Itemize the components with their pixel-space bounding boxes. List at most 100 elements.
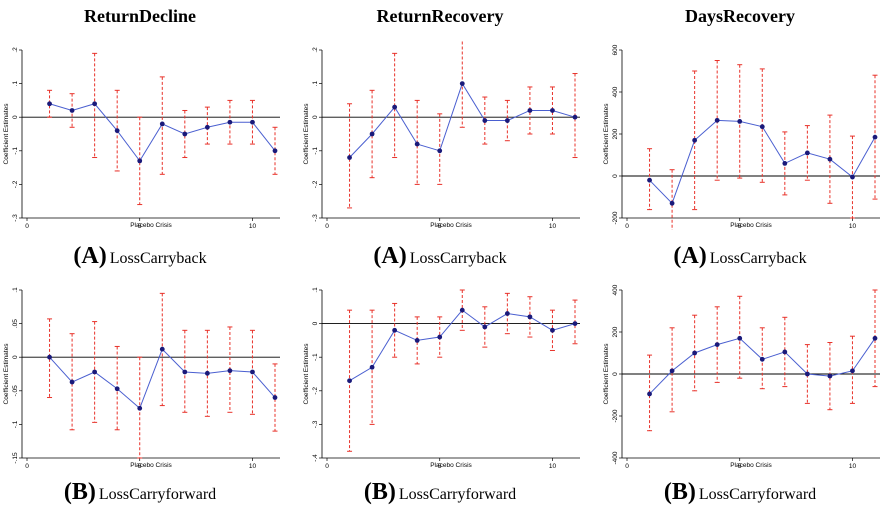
y-axis-label: Coefficient Estimates: [303, 343, 310, 405]
estimate-point: [347, 378, 352, 384]
x-tick-label: 5: [738, 463, 742, 470]
y-tick-label: 0: [612, 174, 619, 178]
y-tick-label: 0: [612, 372, 619, 376]
x-axis-label: Placebo Crisis: [430, 462, 472, 469]
y-tick-label: 200: [612, 326, 619, 337]
estimate-point: [437, 148, 443, 154]
x-tick-label: 10: [249, 463, 257, 470]
chart-svg: -400 -200 0 200 400 0 5 10 Placebo Crisis Coeffic…: [603, 284, 880, 470]
estimate-point: [647, 391, 652, 397]
estimate-point: [414, 338, 420, 343]
caption-text: LossCarryforward: [98, 486, 217, 503]
x-axis-label: Placebo Crisis: [130, 462, 172, 469]
estimate-point: [182, 369, 188, 375]
y-tick-label: 0: [312, 115, 319, 119]
estimate-point: [182, 131, 188, 137]
estimate-point: [369, 131, 375, 137]
x-axis-label: Placebo Crisis: [430, 222, 472, 229]
estimate-point: [714, 342, 720, 347]
x-tick-label: 10: [549, 223, 557, 230]
caption-b-col1: (B) LossCarryforward: [0, 479, 280, 506]
estimate-point: [137, 158, 143, 164]
y-tick-label: -200: [612, 211, 619, 224]
estimate-point: [392, 327, 398, 333]
x-tick-label: 5: [138, 223, 142, 230]
chart-panel-b-return-recovery: -.4 -.3 -.2 -.1 0 .1 0 5 10 Placebo Crisis Coeffic…: [300, 280, 586, 470]
y-tick-label: .2: [12, 47, 19, 53]
y-tick-label: .1: [312, 81, 319, 87]
estimate-point: [347, 155, 352, 160]
caption-b-col3: (B) LossCarryforward: [600, 479, 880, 506]
y-tick-label: 0: [12, 355, 19, 359]
estimate-point: [159, 121, 165, 127]
estimate-point: [114, 128, 120, 134]
x-tick-label: 0: [625, 463, 629, 470]
estimate-point: [137, 405, 143, 411]
x-axis-label: Placebo Crisis: [730, 222, 772, 229]
caption-a-col3: (A) LossCarryback: [600, 243, 880, 270]
estimate-point: [647, 177, 652, 183]
estimate-point: [272, 395, 278, 400]
y-tick-label: -.05: [12, 385, 19, 397]
estimate-point: [669, 368, 675, 374]
caption-letter: (B): [363, 479, 396, 505]
estimate-point: [204, 370, 210, 376]
y-tick-label: 0: [12, 115, 19, 119]
y-tick-label: -.1: [312, 353, 319, 361]
estimate-point: [759, 356, 765, 362]
estimate-point: [47, 101, 52, 107]
x-tick-label: 0: [25, 463, 29, 470]
estimate-point: [69, 108, 75, 113]
y-tick-label: -.1: [12, 147, 19, 155]
column-title-return-recovery: ReturnRecovery: [376, 6, 504, 26]
chart-panel-a-return-recovery: -.3 -.2 -.1 0 .1 .2 0 5 10 Placebo Crisis Coeffici…: [300, 40, 586, 230]
y-tick-label: -.1: [312, 147, 319, 155]
y-tick-label: -400: [612, 451, 619, 464]
estimate-point: [572, 321, 578, 326]
caption-text: LossCarryforward: [398, 486, 517, 503]
y-tick-label: -.4: [312, 454, 319, 462]
estimate-line: [349, 82, 576, 158]
estimate-point: [827, 156, 833, 162]
y-tick-label: .1: [12, 287, 19, 293]
x-tick-label: 5: [138, 463, 142, 470]
x-tick-label: 5: [438, 463, 442, 470]
chart-panel-a-return-decline: -.3 -.2 -.1 0 .1 .2 0 5 10 Placebo Crisis Coeffici…: [0, 40, 286, 230]
chart-panel-b-days-recovery: -400 -200 0 200 400 0 5 10 Placebo Crisis Coeffic…: [600, 280, 880, 470]
y-tick-label: -200: [612, 409, 619, 422]
caption-a-col2: (A) LossCarryback: [300, 243, 580, 270]
y-tick-label: .1: [12, 81, 19, 87]
y-tick-label: -.2: [12, 180, 19, 188]
caption-letter: (A): [373, 243, 407, 269]
y-axis-label: Coefficient Estimates: [3, 103, 10, 165]
y-tick-label: -.3: [312, 214, 319, 222]
estimate-point: [250, 119, 255, 125]
estimate-point: [204, 124, 210, 130]
estimate-point: [850, 368, 855, 374]
chart-svg: -.3 -.2 -.1 0 .1 .2 0 5 10 Placebo Crisis Coeffici…: [303, 40, 580, 230]
y-axis-label: Coefficient Estimates: [303, 103, 310, 165]
estimate-point: [782, 349, 788, 355]
estimate-point: [669, 200, 675, 206]
estimate-point: [437, 334, 443, 340]
estimate-point: [550, 327, 555, 333]
estimate-point: [692, 350, 698, 356]
caption-letter: (A): [73, 243, 107, 269]
y-tick-label: 400: [612, 86, 619, 97]
column-title-days-recovery: DaysRecovery: [685, 6, 795, 26]
estimate-point: [369, 364, 375, 370]
estimate-point: [872, 335, 878, 341]
estimate-point: [250, 369, 255, 375]
y-tick-label: 0: [312, 321, 319, 325]
chart-svg: -.15 -.1 -.05 0 .05 .1 0 5 10 Placebo Crisis Coeff…: [3, 287, 280, 470]
caption-letter: (B): [63, 479, 96, 505]
y-axis-label: Coefficient Estimates: [3, 343, 10, 405]
estimate-point: [759, 124, 765, 130]
caption-letter: (A): [673, 243, 707, 269]
estimate-point: [92, 369, 98, 375]
y-tick-label: -.2: [312, 180, 319, 188]
caption-a-col1: (A) LossCarryback: [0, 243, 280, 270]
caption-text: LossCarryforward: [698, 486, 817, 503]
estimate-point: [572, 114, 578, 120]
estimate-point: [804, 371, 810, 377]
